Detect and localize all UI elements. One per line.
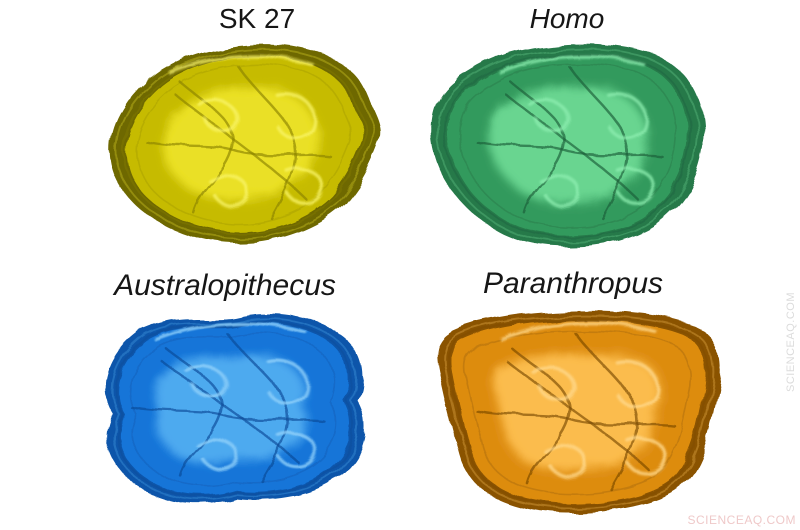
specimen-label-paranthropus: Paranthropus [482, 267, 664, 300]
watermark-corner: SCIENCEAQ.COM [687, 513, 796, 527]
occlusal-texture [475, 53, 663, 220]
specimen-panel-australopithecus: Australopithecus [72, 268, 378, 516]
specimen-label-homo: Homo [529, 3, 605, 34]
occlusal-texture [129, 321, 325, 483]
molar-render-homo-green [431, 43, 705, 248]
molar-render-australopithecus-blue [105, 313, 366, 504]
watermark-vertical: SCIENCEAQ.COM [785, 292, 797, 393]
specimen-label-sk27: SK 27 [218, 3, 296, 34]
molar-render-sk27-yellow [110, 43, 381, 244]
specimen-panel-homo: Homo [420, 2, 714, 254]
molar-render-paranthropus-orange [436, 309, 721, 514]
specimen-panel-sk27: SK 27 [90, 2, 382, 254]
occlusal-texture [145, 53, 331, 220]
occlusal-texture [475, 320, 675, 491]
specimen-panel-paranthropus: Paranthropus [416, 266, 730, 526]
specimen-label-australopithecus: Australopithecus [114, 269, 336, 302]
